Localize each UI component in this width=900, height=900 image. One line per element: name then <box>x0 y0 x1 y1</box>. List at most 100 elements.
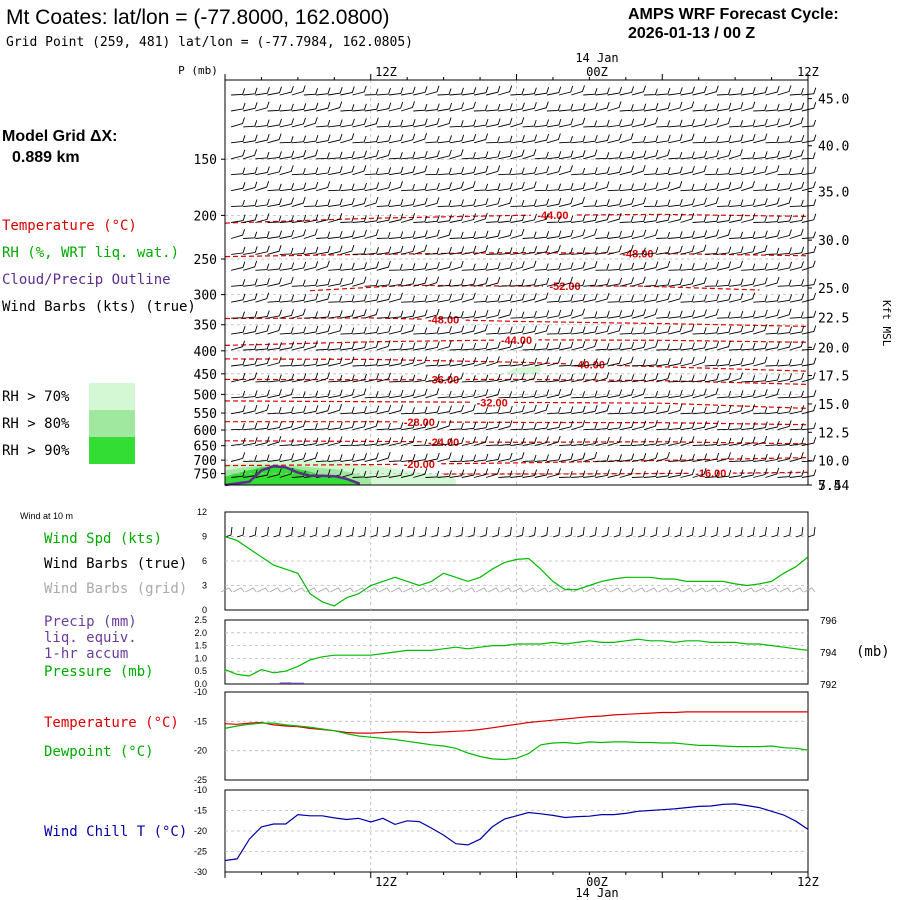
upper-wind-barb <box>522 231 537 239</box>
upper-wind-barb <box>364 247 379 255</box>
upper-wind-barb <box>656 214 671 223</box>
upper-wind-barb <box>279 438 294 447</box>
upper-wind-barb <box>303 423 318 431</box>
upper-wind-barb <box>303 372 319 383</box>
upper-wind-barb <box>449 404 464 415</box>
upper-wind-barb <box>340 165 355 176</box>
upper-wind-barb <box>704 341 720 351</box>
upper-wind-barb <box>656 372 671 383</box>
upper-wind-barb <box>607 213 622 223</box>
upper-wind-barb <box>352 197 367 208</box>
true-wind-barb <box>613 526 622 538</box>
legend-swatch-rh90 <box>89 437 135 464</box>
upper-wind-barb <box>631 164 646 176</box>
upper-wind-barb <box>631 262 647 271</box>
upper-wind-barb <box>364 293 380 303</box>
dewpoint-label: Dewpoint (°C) <box>44 744 154 760</box>
upper-wind-barb <box>716 149 732 160</box>
upper-wind-barb <box>328 357 343 367</box>
upper-wind-barb <box>607 389 623 399</box>
upper-wind-barb <box>680 212 695 223</box>
upper-wind-barb <box>753 165 768 176</box>
upper-wind-barb <box>498 326 513 335</box>
grid-wind-barb <box>281 587 294 593</box>
upper-wind-barb <box>352 247 367 255</box>
upper-wind-barb <box>765 262 780 271</box>
upper-wind-barb <box>352 470 367 478</box>
upper-wind-barb <box>619 309 635 319</box>
upper-wind-barb <box>619 453 635 463</box>
upper-wind-barb <box>255 101 270 112</box>
upper-wind-barb <box>558 420 574 431</box>
upper-wind-barb <box>789 372 804 383</box>
upper-wind-barb <box>510 452 525 463</box>
upper-wind-barb <box>425 85 440 96</box>
upper-wind-barb <box>267 133 282 144</box>
upper-wind-barb <box>461 134 477 144</box>
upper-wind-barb <box>631 452 647 463</box>
upper-wind-barb <box>716 102 732 112</box>
upper-wind-barb <box>765 183 780 192</box>
grid-wind-barb <box>512 587 524 593</box>
isotherm-line-5 <box>224 358 809 372</box>
upper-wind-barb <box>643 340 659 351</box>
upper-wind-barb <box>680 263 695 271</box>
upper-wind-barb <box>328 263 343 271</box>
upper-wind-barb <box>607 357 622 367</box>
upper-wind-barb <box>255 119 270 128</box>
height-axis-title: Kft MSL <box>880 300 893 347</box>
upper-wind-barb <box>510 293 525 303</box>
upper-wind-barb <box>619 388 634 399</box>
upper-wind-barb <box>571 452 586 463</box>
upper-wind-barb <box>765 136 780 144</box>
upper-wind-barb <box>315 404 331 415</box>
upper-wind-barb <box>631 182 647 192</box>
upper-wind-barb <box>522 260 537 271</box>
upper-wind-barb <box>388 181 403 192</box>
upper-wind-barb <box>765 247 780 255</box>
precip-tick-label: 2.0 <box>194 628 207 638</box>
upper-wind-barb <box>315 102 331 112</box>
height-tick-label: 35.0 <box>818 186 849 201</box>
upper-wind-barb <box>473 212 488 223</box>
upper-wind-barb <box>461 310 477 319</box>
upper-wind-barb <box>643 200 658 208</box>
upper-wind-barb <box>704 229 720 239</box>
upper-wind-barb <box>291 103 307 112</box>
precip-tick-label: 0.5 <box>194 666 207 676</box>
legend-temperature: Temperature (°C) <box>2 218 137 234</box>
upper-wind-barb <box>571 470 586 478</box>
upper-wind-barb <box>692 215 707 223</box>
upper-wind-barb <box>510 372 525 383</box>
upper-wind-barb <box>267 421 282 431</box>
upper-wind-barb <box>328 389 343 399</box>
grid-wind-barb <box>609 587 622 593</box>
isotherm-label-bg <box>421 372 466 385</box>
upper-wind-barb <box>401 86 416 96</box>
upper-wind-barb <box>668 389 683 399</box>
upper-wind-barb <box>413 262 428 271</box>
upper-wind-barb <box>461 87 477 96</box>
grid-wind-barb <box>633 587 646 593</box>
upper-wind-barb <box>558 276 573 287</box>
top-time-label-00z: 00Z <box>586 65 608 79</box>
upper-wind-barb <box>279 262 295 271</box>
upper-wind-barb <box>534 184 549 192</box>
upper-wind-barb <box>316 454 331 463</box>
upper-wind-barb <box>376 451 391 463</box>
upper-wind-barb <box>619 439 634 447</box>
upper-wind-barb <box>291 214 307 223</box>
upper-wind-barb <box>583 181 598 192</box>
upper-wind-barb <box>741 213 756 223</box>
upper-wind-barb <box>473 436 488 447</box>
upper-wind-barb <box>401 421 416 431</box>
grid-wind-barb <box>451 587 464 593</box>
upper-wind-barb <box>595 389 610 399</box>
upper-wind-barb <box>546 468 561 478</box>
upper-wind-barb <box>729 454 743 463</box>
upper-wind-barb <box>546 183 562 192</box>
upper-wind-barb <box>473 356 489 367</box>
upper-wind-barb <box>741 342 756 351</box>
upper-wind-barb <box>291 135 307 144</box>
windchill-tick-label: -25 <box>194 847 207 857</box>
